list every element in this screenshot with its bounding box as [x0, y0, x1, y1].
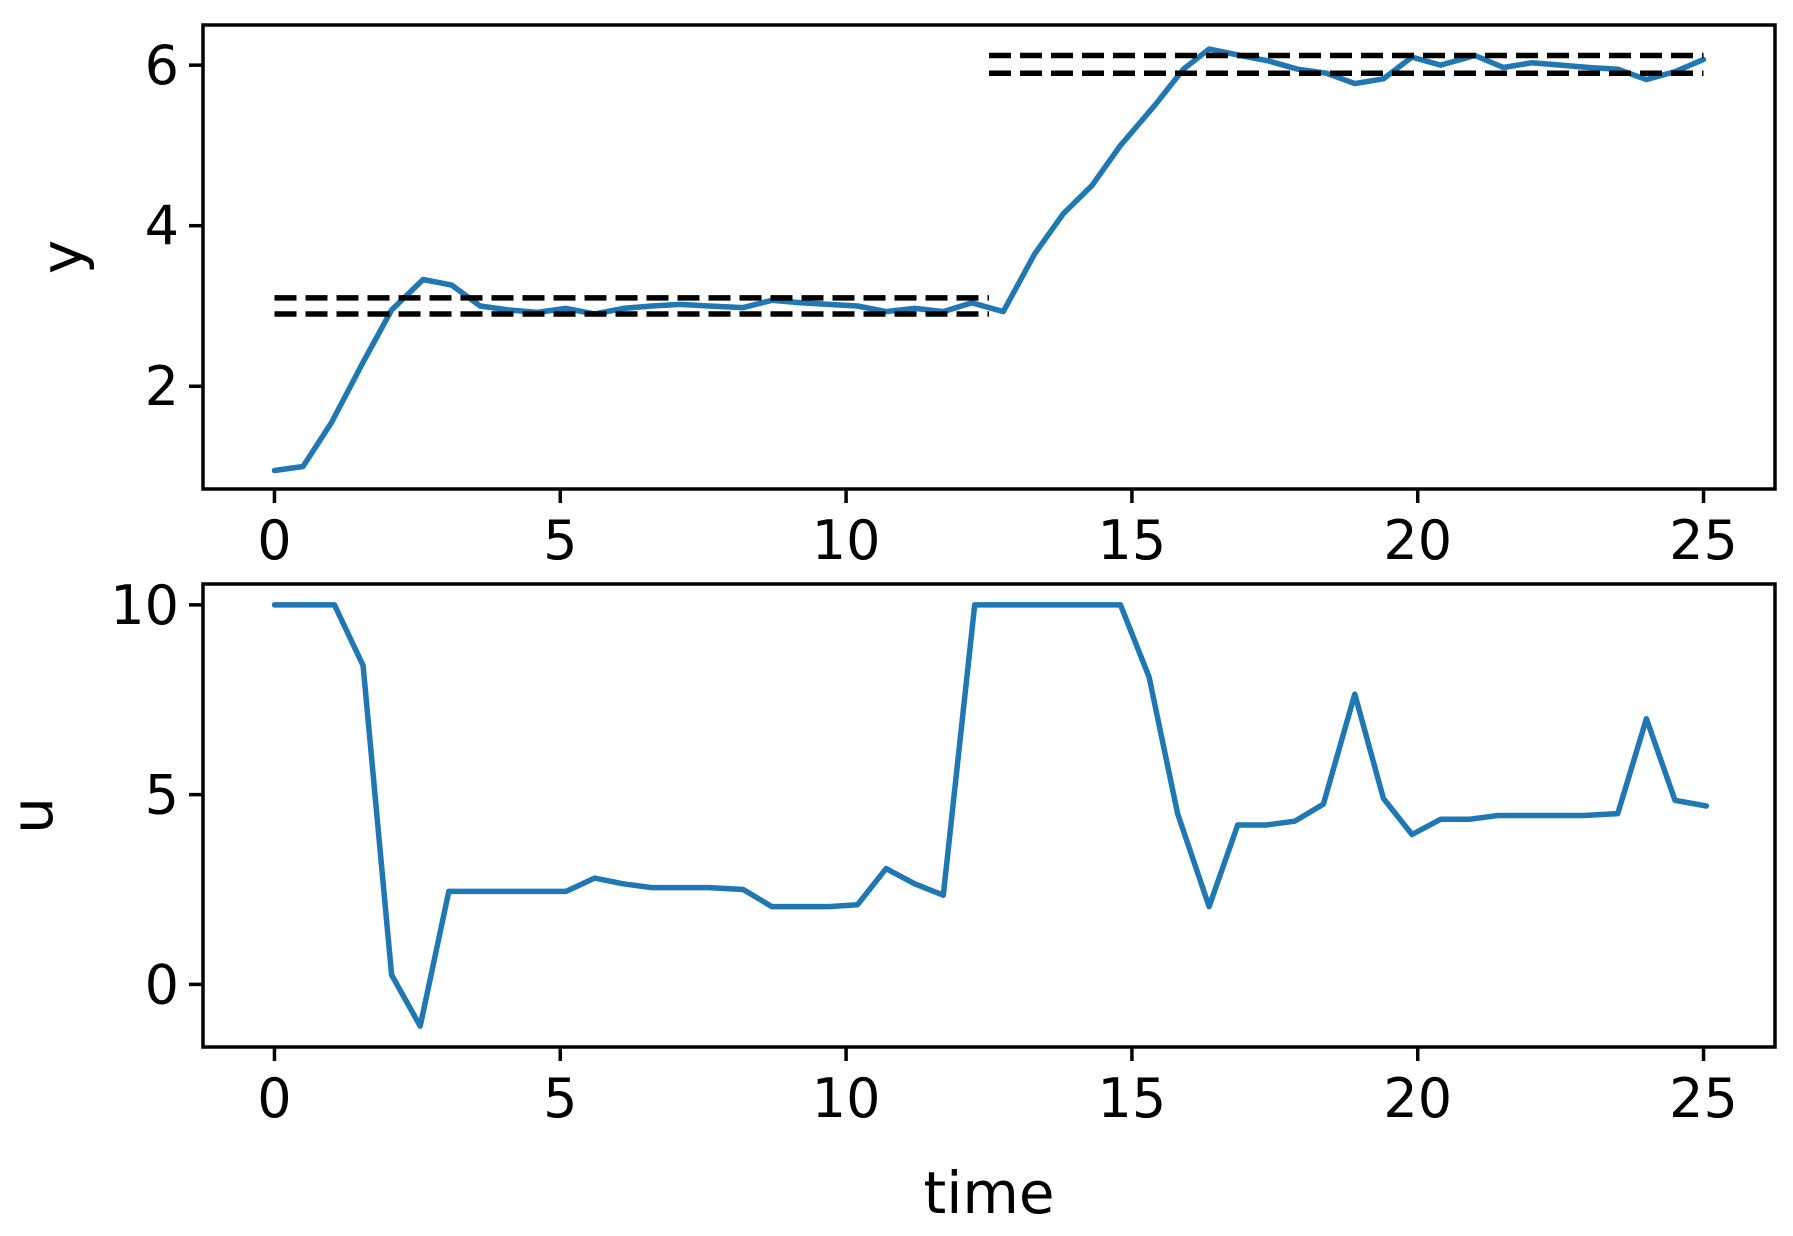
y-axis-label: y [28, 240, 96, 274]
x-tick-label: 25 [1669, 1067, 1738, 1130]
x-tick-label: 10 [812, 509, 881, 572]
y-tick-label: 2 [145, 355, 179, 418]
axes-frame [201, 582, 1777, 1049]
x-tick-label: 10 [812, 1067, 881, 1130]
data-series-line [271, 602, 1710, 1029]
x-axis-label: time [923, 1159, 1054, 1227]
x-tick-label: 15 [1098, 1067, 1167, 1130]
x-tick-label: 15 [1098, 509, 1167, 572]
x-tick-label: 25 [1669, 509, 1738, 572]
y-tick-label: 10 [110, 574, 179, 637]
y-axis-label: u [0, 797, 66, 834]
y-tick-label: 0 [145, 953, 179, 1016]
x-tick-label: 5 [543, 509, 577, 572]
axes-frame [201, 23, 1777, 491]
x-tick-label: 5 [543, 1067, 577, 1130]
y-tick-label: 4 [145, 195, 179, 258]
y-tick-label: 5 [145, 764, 179, 827]
y-tick-label: 6 [145, 34, 179, 97]
x-tick-label: 0 [257, 509, 291, 572]
x-tick-label: 20 [1383, 1067, 1452, 1130]
u-subplot: 0 5 10 15 20 25 0 5 10 u time [0, 574, 1777, 1227]
x-tick-label: 20 [1383, 509, 1452, 572]
plot-area [203, 25, 1775, 489]
y-subplot: 0 5 10 15 20 25 2 4 6 y [28, 23, 1777, 572]
x-tick-label: 0 [257, 1067, 291, 1130]
